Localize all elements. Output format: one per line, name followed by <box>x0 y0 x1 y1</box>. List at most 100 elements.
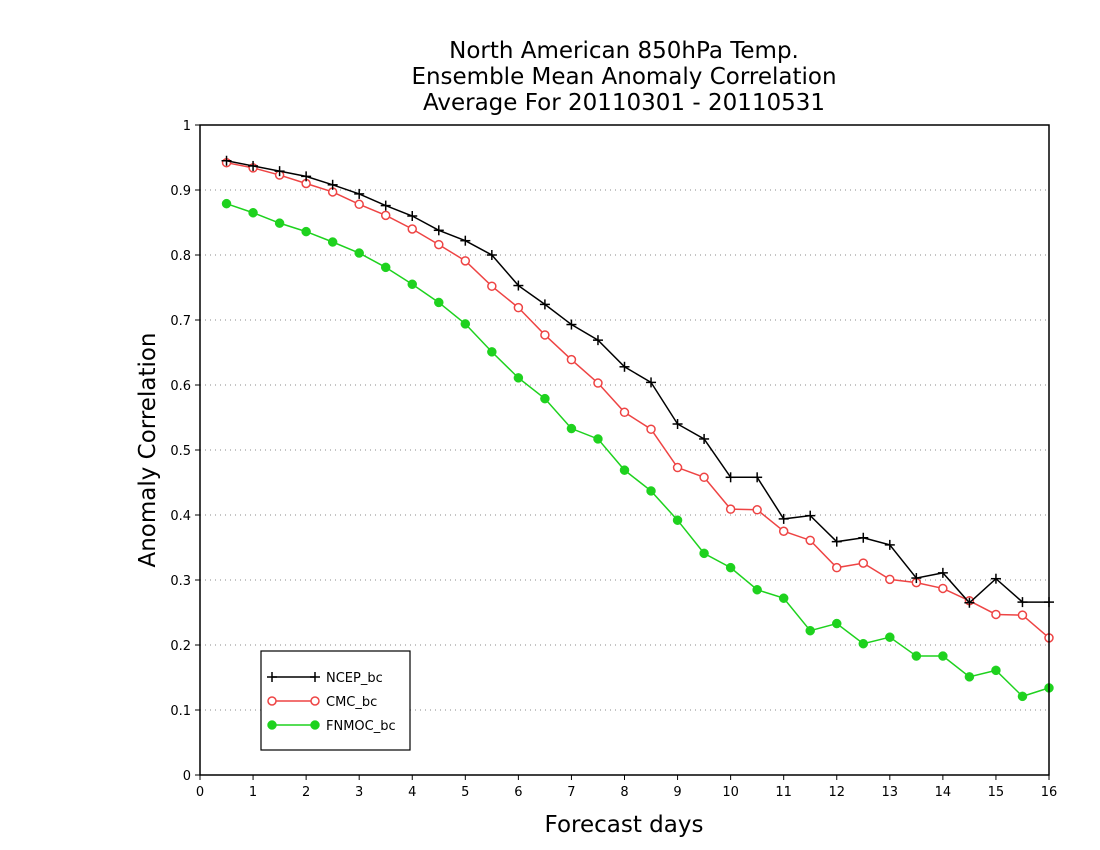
y-tick-label: 0.3 <box>170 574 191 589</box>
series-layer <box>221 155 1054 702</box>
chart-title-line-1: North American 850hPa Temp. <box>449 38 799 64</box>
data-point-ncep-bc <box>884 539 895 550</box>
data-point-fnmoc-bc <box>407 279 417 289</box>
data-point-ncep-bc <box>752 472 763 483</box>
data-point-ncep-bc <box>592 335 603 346</box>
y-tick-label: 0.4 <box>170 509 191 524</box>
data-point-ncep-bc <box>725 472 736 483</box>
series-line-fnmoc-bc <box>226 202 1050 698</box>
x-tick-label: 7 <box>567 785 575 800</box>
data-point-cmc-bc <box>646 424 656 434</box>
data-point-fnmoc-bc <box>778 593 789 603</box>
data-point-fnmoc-bc <box>221 198 232 209</box>
legend-marker-cmc-bc <box>310 696 320 706</box>
data-point-ncep-bc <box>354 188 365 199</box>
data-point-fnmoc-bc <box>805 625 815 636</box>
x-tick-label: 5 <box>461 785 469 800</box>
data-point-ncep-bc <box>248 160 259 171</box>
data-point-cmc-bc <box>407 224 417 234</box>
data-point-fnmoc-bc <box>619 465 630 475</box>
legend-label-fnmoc-bc: FNMOC_bc <box>326 719 396 734</box>
data-point-ncep-bc <box>1017 597 1028 608</box>
chart-title: North American 850hPa Temp. Ensemble Mea… <box>411 38 836 116</box>
data-point-cmc-bc <box>593 378 603 388</box>
data-point-ncep-bc <box>566 319 577 330</box>
y-tick-label: 0.5 <box>170 444 191 459</box>
data-point-fnmoc-bc <box>858 638 869 649</box>
series-cmc-bc <box>221 157 1054 643</box>
data-point-ncep-bc <box>407 211 418 221</box>
data-point-fnmoc-bc <box>752 585 762 595</box>
data-point-cmc-bc <box>752 505 762 515</box>
data-point-cmc-bc <box>938 583 948 594</box>
legend-marker-fnmoc-bc <box>267 720 277 730</box>
x-tick-label: 11 <box>775 785 792 800</box>
data-point-cmc-bc <box>460 256 471 266</box>
y-axis-label: Anomaly Correlation <box>135 332 161 567</box>
data-point-ncep-bc <box>858 532 869 543</box>
x-tick-label: 3 <box>355 785 363 800</box>
data-point-ncep-bc <box>539 299 550 310</box>
x-tick-label: 1 <box>249 785 257 800</box>
series-line-ncep-bc <box>226 160 1049 604</box>
y-tick-label: 1 <box>183 119 191 134</box>
data-point-cmc-bc <box>540 330 550 340</box>
data-point-cmc-bc <box>354 199 364 210</box>
data-point-cmc-bc <box>380 210 391 221</box>
data-point-fnmoc-bc <box>672 515 683 525</box>
data-point-fnmoc-bc <box>540 393 550 404</box>
series-ncep-bc <box>221 155 1054 608</box>
legend: NCEP_bc CMC_bc FNMOC_bc <box>260 650 411 751</box>
data-point-cmc-bc <box>778 526 789 536</box>
legend-label-cmc-bc: CMC_bc <box>326 695 377 710</box>
x-tick-label: 12 <box>828 785 845 800</box>
data-point-fnmoc-bc <box>274 218 285 228</box>
x-tick-label: 14 <box>935 785 952 800</box>
data-point-ncep-bc <box>433 225 444 236</box>
data-point-fnmoc-bc <box>964 672 975 682</box>
data-point-cmc-bc <box>566 354 577 365</box>
legend-marker-fnmoc-bc <box>310 720 320 730</box>
x-tick-label: 0 <box>196 785 204 800</box>
chart-title-line-2: Ensemble Mean Anomaly Correlation <box>411 64 836 90</box>
y-tick-label: 0.8 <box>170 249 191 264</box>
axis-ticks: 00.10.20.30.40.50.60.70.80.910 1 2 3 4 5 6 7 8 9 1… <box>170 119 1057 800</box>
data-point-fnmoc-bc <box>354 248 364 258</box>
data-point-ncep-bc <box>990 573 1001 584</box>
legend-marker-ncep-bc <box>310 672 320 682</box>
data-point-fnmoc-bc <box>460 319 471 329</box>
y-tick-label: 0.7 <box>170 314 191 329</box>
data-point-ncep-bc <box>274 166 285 177</box>
data-point-ncep-bc <box>911 573 922 584</box>
data-point-ncep-bc <box>937 567 948 578</box>
data-point-cmc-bc <box>991 609 1001 620</box>
x-tick-label: 8 <box>620 785 628 800</box>
data-point-fnmoc-bc <box>885 632 895 642</box>
data-point-fnmoc-bc <box>991 665 1001 676</box>
data-point-cmc-bc <box>619 407 630 418</box>
data-point-ncep-bc <box>805 510 816 521</box>
data-point-fnmoc-bc <box>487 347 497 357</box>
x-tick-label: 2 <box>302 785 310 800</box>
data-point-fnmoc-bc <box>593 434 603 444</box>
y-tick-label: 0.2 <box>170 639 191 654</box>
x-tick-label: 6 <box>514 785 522 800</box>
x-tick-label: 15 <box>988 785 1005 800</box>
x-tick-label: 4 <box>408 785 416 800</box>
data-point-fnmoc-bc <box>699 548 709 559</box>
data-point-fnmoc-bc <box>434 297 444 308</box>
data-point-fnmoc-bc <box>938 651 948 661</box>
chart-title-line-3: Average For 20110301 - 20110531 <box>423 90 825 116</box>
x-tick-label: 10 <box>722 785 739 800</box>
data-point-cmc-bc <box>513 302 524 313</box>
data-point-ncep-bc <box>221 155 232 166</box>
data-point-cmc-bc <box>725 504 736 514</box>
data-point-cmc-bc <box>434 239 444 250</box>
y-tick-label: 0.9 <box>170 184 191 199</box>
data-point-fnmoc-bc <box>1017 691 1028 702</box>
data-point-ncep-bc <box>672 419 683 429</box>
data-point-ncep-bc <box>486 250 497 260</box>
y-tick-label: 0.1 <box>170 704 191 719</box>
data-point-ncep-bc <box>513 280 524 291</box>
